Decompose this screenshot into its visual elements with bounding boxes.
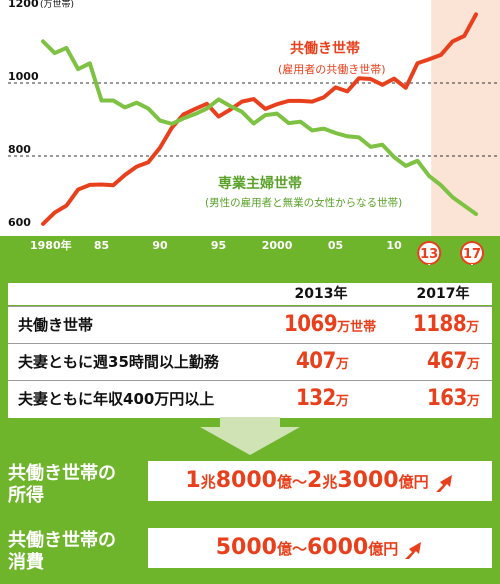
y-tick-label: 1000 <box>8 70 39 83</box>
series-sublabel: (男性の雇用者と無業の女性からなる世帯) <box>205 196 402 209</box>
x-tick-label: 13 <box>420 247 438 262</box>
down-arrow-icon <box>200 417 300 455</box>
x-axis-band <box>0 236 500 265</box>
y-unit-label: (万世帯) <box>40 0 74 10</box>
value-2013: 132万 <box>296 386 349 411</box>
x-tick-label: 2000 <box>262 239 293 252</box>
x-tick-label: 90 <box>152 239 168 252</box>
value-2017: 467万 <box>427 349 480 374</box>
value-2017: 163万 <box>427 386 480 411</box>
income-label: 共働き世帯の 所得 <box>8 463 116 506</box>
value-2013: 1069万世帯 <box>284 312 377 337</box>
y-tick-label: 800 <box>8 143 31 156</box>
income-box: 1兆8000億～2兆3000億円 <box>148 461 492 501</box>
row-label: 共働き世帯 <box>18 316 94 334</box>
up-arrow-icon <box>435 474 452 492</box>
x-tick-label: 95 <box>211 239 226 252</box>
table-row: 夫妻ともに年収400万円以上 132万 163万 <box>8 380 492 418</box>
x-tick-label: 05 <box>328 239 343 252</box>
series-label: 共働き世帯 <box>290 40 360 57</box>
y-tick-label: 1200 <box>8 0 39 10</box>
series-sublabel: (雇用者の共働き世帯) <box>278 62 386 76</box>
table-row: 夫妻ともに週35時間以上勤務 407万 467万 <box>8 343 492 380</box>
x-tick-label: 1980年 <box>30 238 72 252</box>
table-row: 共働き世帯 1069万世帯 1188万 <box>8 306 492 343</box>
line-chart: 600 800 1000 1200 (万世帯) 1980年 85 90 95 2000 05 10 13… <box>0 0 500 265</box>
value-2017: 1188万 <box>413 312 480 337</box>
consumption-label: 共働き世帯の 消費 <box>8 530 116 573</box>
series-label: 専業主婦世帯 <box>218 175 302 192</box>
y-tick-label: 600 <box>8 216 31 229</box>
x-tick-label: 85 <box>94 239 109 252</box>
value-2013: 407万 <box>296 349 349 374</box>
income-value: 1兆8000億～2兆3000億円 <box>148 461 492 501</box>
row-label: 夫妻ともに年収400万円以上 <box>18 390 215 408</box>
table-header: 2013年 2017年 <box>8 283 492 305</box>
row-label: 夫妻ともに週35時間以上勤務 <box>18 353 219 371</box>
consumption-box: 5000億～6000億円 <box>148 528 492 568</box>
series-line-0 <box>41 12 478 226</box>
up-arrow-icon <box>405 541 422 559</box>
x-tick-label: 10 <box>386 239 402 252</box>
header-2013: 2013年 <box>294 286 348 302</box>
header-2017: 2017年 <box>416 286 470 302</box>
series-line-1 <box>41 39 478 217</box>
consumption-value: 5000億～6000億円 <box>148 528 492 568</box>
chart-svg: 600 800 1000 1200 (万世帯) 1980年 85 90 95 2000 05 10 13… <box>0 0 500 265</box>
x-tick-label: 17 <box>463 247 481 262</box>
highlight-band <box>431 0 500 236</box>
